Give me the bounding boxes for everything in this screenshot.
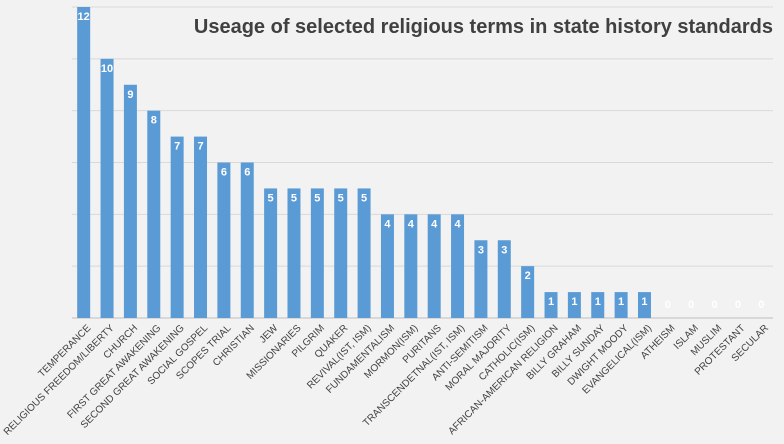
data-label: 3 [501,244,507,256]
bar [637,292,651,318]
bar [147,110,161,319]
data-label: 4 [431,218,438,230]
data-label: 3 [478,244,484,256]
data-label: 5 [291,192,297,204]
bar [544,292,558,318]
data-label: 1 [595,296,601,308]
data-label: 7 [174,141,180,153]
bar [240,162,254,318]
bar [497,240,511,318]
bar [194,136,208,318]
bar [334,188,348,318]
data-label: 1 [548,296,554,308]
bar [123,84,137,318]
bars [77,7,651,319]
data-label: 12 [78,11,90,23]
bar [264,188,278,318]
data-label: 0 [688,299,694,311]
data-label: 5 [338,192,344,204]
data-label: 1 [571,296,577,308]
data-label: 6 [244,167,250,179]
bar [404,214,418,318]
data-label: 0 [665,299,671,311]
data-label: 9 [127,89,133,101]
gridlines [72,6,773,319]
bar [217,162,231,318]
data-label: 10 [101,63,113,75]
data-label: 5 [314,192,320,204]
data-label: 5 [361,192,367,204]
bar [591,292,605,318]
bar [310,188,324,318]
data-label: 4 [408,218,415,230]
data-label: 1 [641,296,647,308]
data-label: 4 [384,218,391,230]
data-label: 1 [618,296,624,308]
data-label: 0 [712,299,718,311]
data-label: 0 [758,299,764,311]
chart-title: Useage of selected religious terms in st… [194,16,773,38]
bar [100,58,114,318]
data-label: 8 [151,115,157,127]
bar [380,214,394,318]
bar [521,266,535,318]
bar [474,240,488,318]
bar [287,188,301,318]
data-label: 4 [454,218,461,230]
data-label: 0 [735,299,741,311]
bar [567,292,581,318]
data-label: 2 [525,270,531,282]
bar [614,292,628,318]
bar [357,188,371,318]
bar [170,136,184,318]
bar [427,214,441,318]
data-label: 6 [221,167,227,179]
bar [451,214,465,318]
data-label: 7 [197,141,203,153]
bar [77,7,91,318]
data-label: 5 [268,192,274,204]
